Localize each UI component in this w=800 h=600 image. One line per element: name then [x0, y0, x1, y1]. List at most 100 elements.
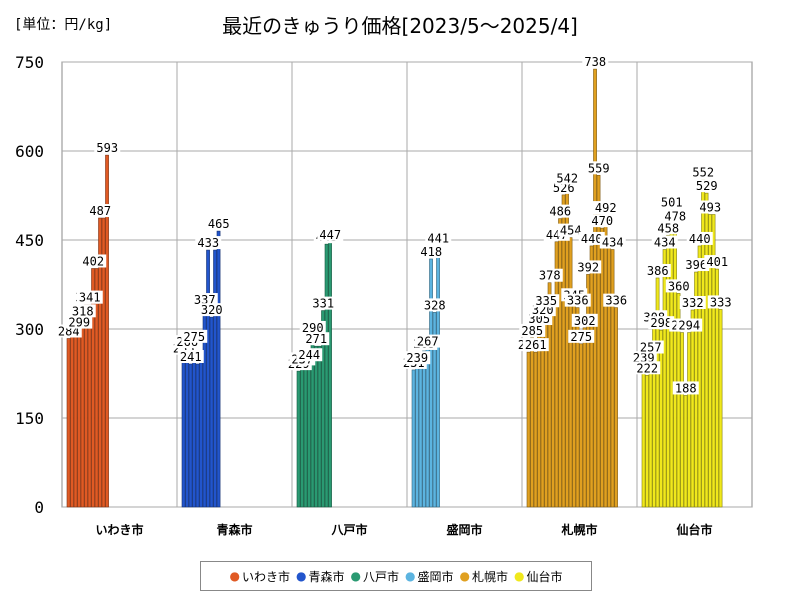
data-label: 335 [535, 294, 557, 308]
data-label-bg [76, 290, 103, 304]
bar [641, 364, 646, 508]
bar [98, 217, 102, 508]
data-label: 188 [675, 381, 697, 395]
data-label: 331 [312, 297, 334, 311]
chart-title: 最近のきゅうり価格[2023/5～2025/4] [222, 14, 578, 38]
bar [718, 309, 723, 508]
bar [199, 361, 203, 508]
legend-item[interactable]: ● 札幌市 [460, 568, 509, 585]
bar [195, 363, 200, 508]
data-label: 392 [577, 260, 599, 274]
legend-label: 札幌市 [471, 569, 508, 584]
legend-marker-icon: ● [459, 569, 470, 583]
data-label: 501 [661, 196, 683, 210]
data-label-bg [310, 296, 337, 310]
data-label: 434 [654, 235, 676, 249]
bar [303, 366, 308, 508]
unit-label: [単位：円/kg] [14, 17, 113, 33]
data-label-bg [522, 338, 549, 352]
data-label: 267 [417, 335, 439, 349]
bar [687, 332, 691, 508]
legend-item[interactable]: ● 青森市 [296, 568, 345, 585]
data-label: 298 [650, 316, 672, 330]
bar [568, 237, 573, 508]
bar [558, 218, 562, 508]
data-label: 493 [699, 200, 721, 214]
data-label: 294 [678, 319, 700, 333]
bar [683, 395, 688, 508]
data-label: 401 [706, 255, 728, 269]
bar [307, 361, 311, 508]
series-2 [296, 241, 332, 508]
data-label: 244 [298, 348, 320, 362]
data-label: 302 [574, 314, 596, 328]
bar [94, 268, 99, 508]
legend-item[interactable]: ● いわき市 [230, 568, 291, 585]
bar [645, 374, 649, 508]
data-label-bg [592, 201, 619, 215]
data-label-bg [651, 235, 678, 249]
legend-marker-icon: ● [229, 569, 240, 583]
bar [84, 304, 88, 508]
bar [432, 312, 437, 508]
y-tick-label: 0 [34, 498, 44, 517]
bar [533, 351, 538, 508]
series-3 [411, 245, 440, 508]
data-label: 478 [664, 209, 686, 223]
x-tick-label: 盛岡市 [446, 522, 482, 537]
data-label-bg [317, 227, 344, 241]
data-label: 433 [197, 236, 219, 250]
data-label-bg [648, 316, 675, 330]
bar [328, 241, 332, 508]
legend-marker-icon: ● [514, 569, 525, 583]
bar [181, 355, 186, 508]
series-4 [526, 68, 618, 508]
data-label: 458 [657, 221, 679, 235]
data-label-bg [672, 381, 699, 395]
data-label-bg [637, 340, 664, 354]
data-label-bg [568, 329, 595, 343]
data-label: 559 [588, 161, 610, 175]
legend-item[interactable]: ● 仙台市 [514, 568, 563, 585]
data-label: 542 [556, 171, 578, 185]
data-label: 487 [89, 204, 111, 218]
data-label: 239 [406, 351, 428, 365]
bar [586, 274, 590, 508]
legend-item[interactable]: ● 八戸市 [351, 568, 400, 585]
data-label: 261 [525, 338, 547, 352]
data-label: 275 [183, 330, 205, 344]
data-label: 318 [72, 304, 94, 318]
y-axis: 0 150 300 450 600 750 [15, 53, 44, 517]
bar [185, 348, 189, 508]
data-label-bg [599, 235, 626, 249]
data-label: 328 [424, 298, 446, 312]
x-tick-label: いわき市 [95, 522, 143, 537]
bar [669, 209, 674, 508]
bar [87, 304, 92, 508]
bar [596, 175, 601, 508]
bars [66, 68, 723, 508]
bar [411, 369, 416, 508]
data-label-bg [693, 179, 720, 193]
bar [582, 327, 587, 508]
data-label-bg [536, 268, 563, 282]
bar [300, 366, 304, 508]
data-label-bg [296, 348, 323, 362]
x-tick-label: 仙台市 [676, 522, 712, 537]
x-tick-label: 札幌市 [560, 522, 597, 537]
bar [704, 192, 709, 508]
bar [317, 345, 322, 508]
data-label: 593 [96, 141, 118, 155]
data-label-bg [418, 244, 445, 258]
bar [701, 179, 705, 508]
bar [206, 249, 210, 508]
bar [436, 245, 440, 508]
data-label-bg [564, 293, 591, 307]
bar [708, 214, 712, 508]
bar [697, 245, 702, 508]
bar [296, 370, 301, 508]
bar [188, 363, 193, 508]
data-label-bg [575, 260, 602, 274]
y-tick-label: 150 [15, 409, 44, 428]
legend-item[interactable]: ● 盛岡市 [405, 568, 454, 585]
